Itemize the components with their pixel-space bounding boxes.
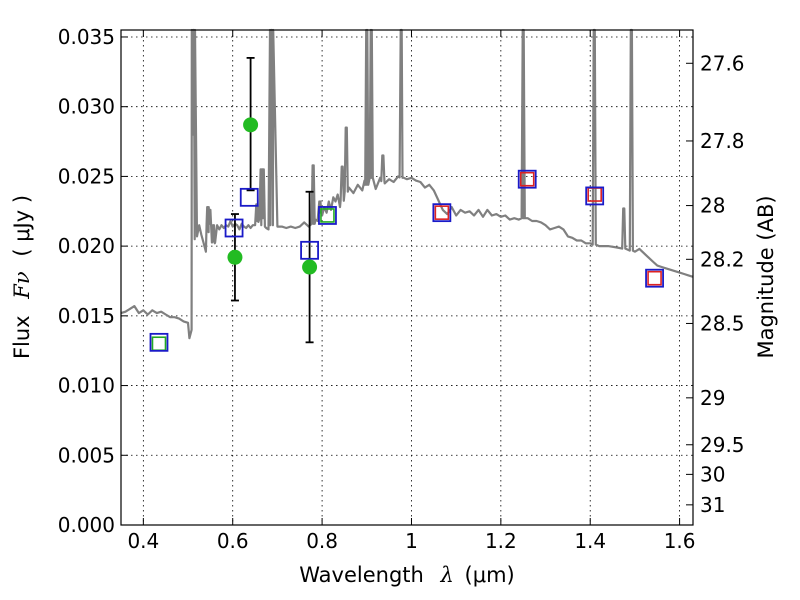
- y2-tick-label: 29: [700, 386, 725, 410]
- y-axis-symbol: Fν: [10, 271, 34, 300]
- model-flux-green-square: [320, 208, 335, 223]
- y2-tick-label: 27.8: [700, 129, 745, 153]
- model-flux-red-square: [519, 171, 535, 187]
- observed-flux-square: [239, 187, 259, 207]
- observed-flux-square: [517, 169, 537, 189]
- x-axis-label: Wavelength λ (μm): [299, 563, 514, 587]
- y-tick-label: 0.035: [58, 25, 115, 49]
- y2-axis-label: Magnitude (AB): [754, 195, 778, 358]
- y-tick-label: 0.000: [58, 513, 115, 537]
- marker-layer: [149, 117, 664, 352]
- y-tick-label: 0.005: [58, 443, 115, 467]
- x-tick-label: 1: [405, 529, 418, 553]
- y2-tick-label: 31: [700, 493, 725, 517]
- y-tick-label: 0.020: [58, 234, 115, 258]
- model-flux-red-square: [434, 205, 450, 220]
- model-spectrum-line: [120, 28, 694, 340]
- grid: [121, 30, 693, 526]
- y2-tick-label: 28.2: [700, 247, 745, 271]
- x-axis-symbol: λ: [440, 563, 454, 587]
- observed-flux-square: [300, 240, 319, 260]
- observed-flux-square: [224, 218, 244, 238]
- model-flux-red-square: [647, 270, 662, 286]
- plot-background: [121, 30, 693, 525]
- x-tick-label: 0.8: [306, 529, 338, 553]
- green-flux-dot: [243, 117, 259, 133]
- y2-tick-label: 29.5: [700, 433, 745, 457]
- observed-flux-square: [645, 268, 664, 288]
- observed-flux-square: [432, 203, 452, 223]
- y-axis-unit: ( μJy ): [10, 195, 34, 257]
- spectrum-layer: [120, 28, 694, 340]
- y-tick-label: 0.025: [58, 164, 115, 188]
- x-axis-unit: (μm): [465, 563, 515, 587]
- y-axis-label-text: Flux: [10, 315, 34, 359]
- observed-flux-square: [318, 206, 337, 225]
- x-tick-label: 1.2: [485, 529, 517, 553]
- x-axis-label-text: Wavelength: [299, 563, 424, 587]
- ticks: 0.4 0.6 0.8 1 1.2 1.4 1.6 0.000 0.005 0.010 0.015 0…: [58, 25, 745, 553]
- x-tick-label: 0.4: [127, 529, 159, 553]
- y-tick-label: 0.010: [58, 374, 115, 398]
- observed-flux-square: [149, 332, 169, 352]
- green-flux-dot: [227, 249, 243, 265]
- y-tick-label: 0.015: [58, 304, 115, 328]
- y2-tick-label: 28.5: [700, 311, 745, 335]
- x-tick-label: 0.6: [217, 529, 249, 553]
- y2-tick-label: 28: [700, 194, 725, 218]
- observed-flux-square: [585, 186, 605, 206]
- x-tick-label: 1.6: [664, 529, 696, 553]
- y2-tick-label: 30: [700, 462, 725, 486]
- y-tick-label: 0.030: [58, 95, 115, 119]
- plot-frame: [120, 29, 694, 526]
- y2-tick-label: 27.6: [700, 51, 745, 75]
- y-axis-label: Flux Fν ( μJy ): [10, 195, 34, 359]
- green-flux-dot: [302, 259, 318, 275]
- x-tick-label: 1.4: [574, 529, 606, 553]
